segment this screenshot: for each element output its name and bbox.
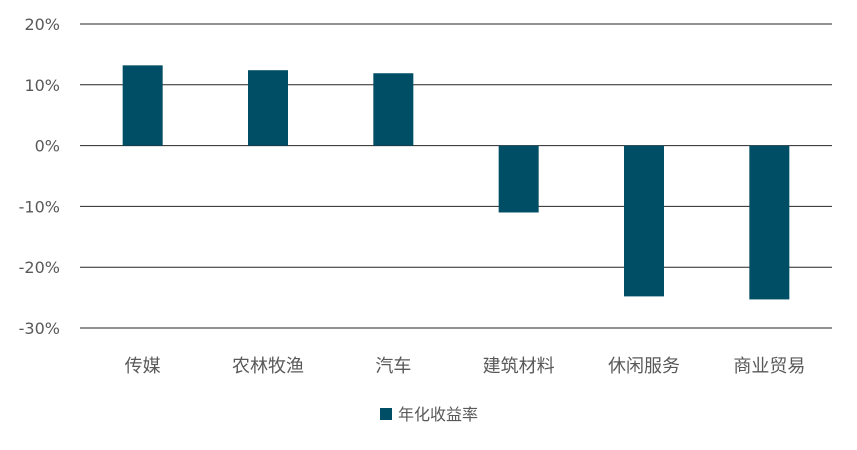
legend: 年化收益率 — [380, 405, 478, 424]
bar-3 — [498, 145, 539, 213]
y-tick-label: 0% — [35, 137, 60, 156]
legend-label: 年化收益率 — [398, 405, 478, 424]
category-label: 农林牧渔 — [232, 356, 304, 377]
category-label: 建筑材料 — [483, 356, 555, 377]
category-label: 商业贸易 — [733, 356, 805, 377]
gridlines — [80, 23, 832, 329]
bars — [122, 65, 790, 300]
y-tick-label: -30% — [19, 319, 60, 338]
bar-4 — [624, 145, 664, 297]
y-tick-label: 10% — [24, 76, 60, 95]
x-axis-category-labels: 传媒 农林牧渔 汽车 建筑材料 休闲服务 商业贸易 — [125, 356, 806, 377]
y-tick-label: -20% — [19, 258, 60, 277]
y-tick-label: -10% — [19, 197, 60, 216]
bar-0 — [122, 65, 163, 146]
y-axis-tick-labels: 20% 10% 0% -10% -20% -30% — [19, 15, 60, 338]
category-label: 传媒 — [125, 356, 161, 377]
category-label: 汽车 — [375, 356, 411, 377]
bar-1 — [248, 70, 288, 146]
y-tick-label: 20% — [24, 15, 60, 34]
legend-swatch — [380, 408, 392, 420]
bar-2 — [373, 73, 414, 146]
bar-5 — [749, 145, 790, 300]
category-label: 休闲服务 — [608, 356, 680, 377]
